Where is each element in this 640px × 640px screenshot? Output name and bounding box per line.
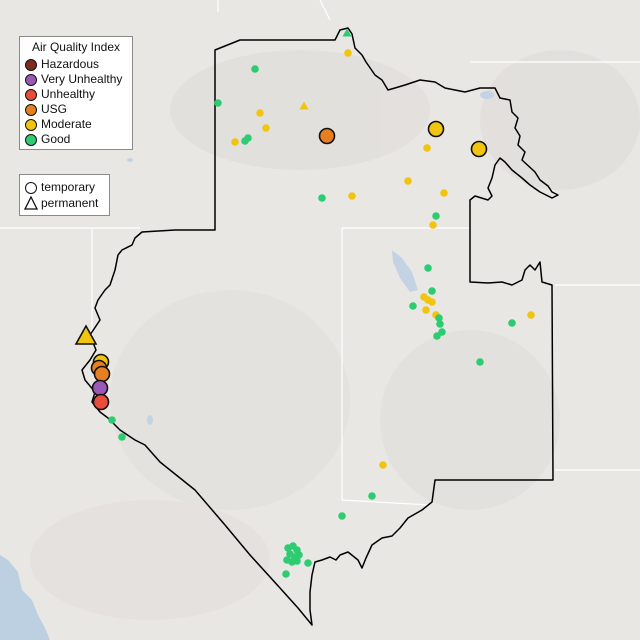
legend-item-very-unhealthy: Very Unhealthy [20,72,132,88]
legend-item-permanent: permanent [20,196,109,212]
site-marker-temporary [423,144,431,152]
legend-label: USG [41,102,68,116]
legend-item-moderate: Moderate [20,117,132,133]
aqi-legend: Air Quality Index Hazardous Very Unhealt… [19,36,133,150]
site-marker-temporary [251,65,259,73]
site-marker-temporary [428,287,436,295]
site-marker-temporary [404,177,412,185]
legend-swatch [25,74,37,86]
legend-item-hazardous: Hazardous [20,57,132,73]
site-marker-temporary [344,49,352,57]
site-marker-temporary [244,134,252,142]
site-marker-temporary [338,512,346,520]
legend-label: Unhealthy [41,87,96,101]
site-marker-temporary [256,109,264,117]
site-marker-temporary [527,311,535,319]
site-marker-temporary [409,302,417,310]
site-marker-temporary [92,393,110,411]
site-marker-temporary [118,433,126,441]
site-marker-temporary [436,320,444,328]
circle-icon [25,182,37,194]
legend-swatch [25,119,37,131]
site-marker-temporary [295,551,303,559]
site-marker-temporary [262,124,270,132]
site-marker-permanent [299,101,309,110]
state-lines [0,0,640,506]
legend-item-usg: USG [20,102,132,118]
site-marker-temporary [433,332,441,340]
site-marker-temporary [318,194,326,202]
site-marker-temporary [93,365,111,383]
site-marker-temporary [108,416,116,424]
legend-label: permanent [41,196,99,210]
region-boundary [81,27,559,626]
legend-item-unhealthy: Unhealthy [20,87,132,103]
site-marker-temporary [422,306,430,314]
legend-swatch [25,134,37,146]
monitoring-sites [74,28,535,578]
site-marker-temporary [424,264,432,272]
triangle-icon [24,196,38,210]
site-marker-temporary [476,358,484,366]
site-marker-temporary [282,570,290,578]
site-marker-temporary [440,189,448,197]
legend-title: Air Quality Index [31,40,121,54]
site-marker-temporary [91,379,109,397]
site-marker-permanent [342,28,352,37]
site-type-legend: temporary permanent [19,174,110,216]
site-marker-temporary [214,99,222,107]
site-marker-temporary [435,314,443,322]
legend-swatch [25,89,37,101]
legend-label: Good [41,132,71,146]
lakes [127,91,494,425]
legend-label: Very Unhealthy [41,72,123,86]
site-marker-permanent [74,324,98,345]
ocean [0,555,50,640]
site-marker-temporary [379,461,387,469]
site-marker-temporary [231,138,239,146]
site-marker-temporary [427,120,445,138]
terrain-shading [30,50,640,620]
legend-label: Hazardous [41,57,100,71]
site-marker-temporary [428,298,436,306]
site-marker-temporary [293,557,301,565]
site-marker-temporary [432,212,440,220]
site-marker-temporary [368,492,376,500]
legend-label: Moderate [41,117,92,131]
site-marker-temporary [429,221,437,229]
site-marker-temporary [348,192,356,200]
legend-swatch [25,59,37,71]
site-marker-temporary [470,140,488,158]
legend-item-temporary: temporary [20,180,109,196]
site-marker-temporary [304,559,312,567]
legend-label: temporary [41,180,96,194]
site-marker-temporary [318,127,336,145]
legend-item-good: Good [20,132,132,148]
site-marker-temporary [508,319,516,327]
legend-swatch [25,104,37,116]
